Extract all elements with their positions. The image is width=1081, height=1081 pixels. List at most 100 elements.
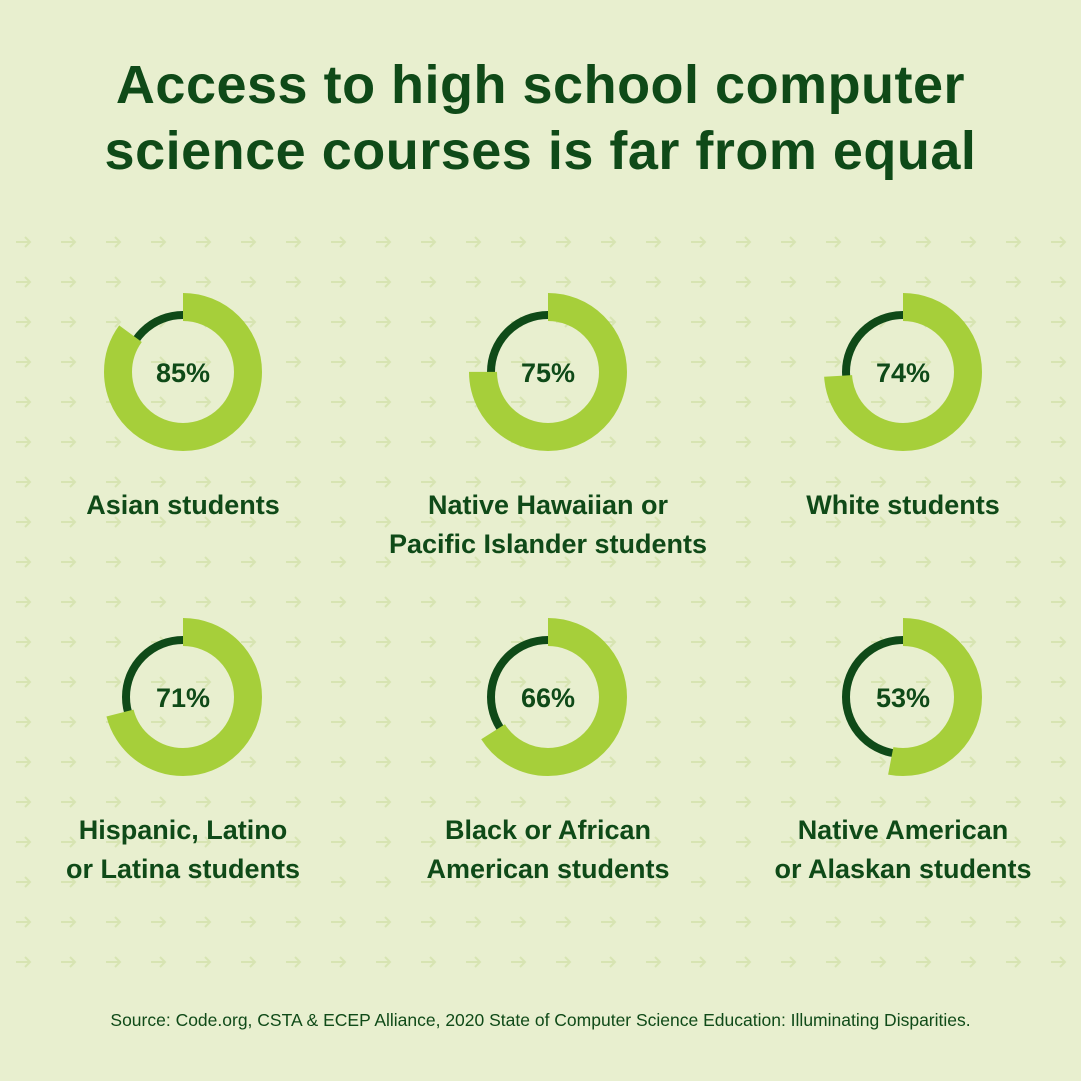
arrow-right-icon (196, 916, 212, 928)
arrow-right-icon (61, 716, 77, 728)
arrow-right-icon (16, 476, 32, 488)
arrow-right-icon (691, 796, 707, 808)
arrow-right-icon (736, 356, 752, 368)
arrow-right-icon (556, 676, 572, 688)
arrow-right-icon (466, 916, 482, 928)
arrow-right-icon (736, 436, 752, 448)
arrow-right-icon (871, 396, 887, 408)
arrow-right-icon (196, 956, 212, 968)
arrow-right-icon (961, 876, 977, 888)
arrow-right-icon (691, 836, 707, 848)
category-label-line: Native American (797, 815, 1009, 845)
arrow-right-icon (871, 276, 887, 288)
arrow-right-icon (286, 916, 302, 928)
arrow-right-icon (511, 516, 527, 528)
arrow-right-icon (106, 476, 122, 488)
arrow-right-icon (691, 276, 707, 288)
arrow-right-icon (736, 396, 752, 408)
arrow-right-icon (736, 516, 752, 528)
arrow-right-icon (1006, 596, 1022, 608)
arrow-right-icon (826, 356, 842, 368)
arrow-right-icon (1051, 756, 1067, 768)
arrow-right-icon (16, 516, 32, 528)
arrow-right-icon (1051, 596, 1067, 608)
arrow-right-icon (961, 516, 977, 528)
arrow-right-icon (601, 436, 617, 448)
arrow-right-icon (286, 276, 302, 288)
donut-percent-label: 85% (156, 358, 210, 388)
arrow-right-icon (1051, 436, 1067, 448)
arrow-right-icon (106, 956, 122, 968)
arrow-right-icon (16, 716, 32, 728)
arrow-right-icon (556, 836, 572, 848)
arrow-right-icon (916, 236, 932, 248)
arrow-right-icon (1006, 316, 1022, 328)
title-line-2: science courses is far from equal (104, 121, 977, 181)
arrow-right-icon (691, 556, 707, 568)
arrow-right-icon (286, 236, 302, 248)
donut-5: 66% (469, 618, 627, 776)
arrow-right-icon (781, 236, 797, 248)
arrow-right-icon (421, 876, 437, 888)
arrow-right-icon (421, 836, 437, 848)
arrow-right-icon (16, 596, 32, 608)
arrow-right-icon (691, 396, 707, 408)
arrow-right-icon (151, 236, 167, 248)
donut-percent-label: 71% (156, 683, 210, 713)
arrow-right-icon (601, 236, 617, 248)
arrow-right-icon (61, 676, 77, 688)
arrow-right-icon (421, 596, 437, 608)
arrow-right-icon (106, 276, 122, 288)
arrow-right-icon (736, 756, 752, 768)
arrow-right-icon (916, 956, 932, 968)
arrow-right-icon (196, 356, 212, 368)
arrow-right-icon (916, 396, 932, 408)
arrow-right-icon (151, 676, 167, 688)
donut-1: 85% (104, 293, 262, 451)
arrow-right-icon (781, 916, 797, 928)
arrow-right-icon (601, 956, 617, 968)
arrow-right-icon (241, 596, 257, 608)
arrow-right-icon (61, 756, 77, 768)
arrow-right-icon (781, 756, 797, 768)
arrow-right-icon (646, 236, 662, 248)
arrow-right-icon (871, 556, 887, 568)
arrow-right-icon (916, 716, 932, 728)
arrow-right-icon (61, 356, 77, 368)
arrow-right-icon (106, 836, 122, 848)
arrow-right-icon (781, 276, 797, 288)
arrow-right-icon (826, 836, 842, 848)
arrow-right-icon (286, 556, 302, 568)
arrow-right-icon (736, 636, 752, 648)
arrow-right-icon (646, 396, 662, 408)
arrow-right-icon (196, 396, 212, 408)
arrow-right-icon (466, 596, 482, 608)
arrow-right-icon (691, 316, 707, 328)
arrow-right-icon (511, 596, 527, 608)
arrow-right-icon (1051, 556, 1067, 568)
arrow-right-icon (556, 476, 572, 488)
arrow-right-icon (286, 436, 302, 448)
arrow-right-icon (826, 876, 842, 888)
arrow-right-icon (556, 516, 572, 528)
arrow-right-icon (376, 276, 392, 288)
arrow-right-icon (1006, 836, 1022, 848)
donut-category-label: White students (723, 486, 1081, 525)
arrow-right-icon (691, 676, 707, 688)
arrow-right-icon (961, 236, 977, 248)
arrow-right-icon (736, 836, 752, 848)
arrow-right-icon (1051, 396, 1067, 408)
donut-2: 75% (469, 293, 627, 451)
arrow-right-icon (826, 436, 842, 448)
arrow-right-icon (331, 436, 347, 448)
arrow-right-icon (736, 316, 752, 328)
arrow-right-icon (781, 396, 797, 408)
arrow-right-icon (601, 596, 617, 608)
arrow-right-icon (781, 516, 797, 528)
arrow-right-icon (511, 396, 527, 408)
arrow-right-icon (961, 916, 977, 928)
arrow-right-icon (331, 596, 347, 608)
arrow-right-icon (736, 916, 752, 928)
arrow-right-icon (61, 956, 77, 968)
